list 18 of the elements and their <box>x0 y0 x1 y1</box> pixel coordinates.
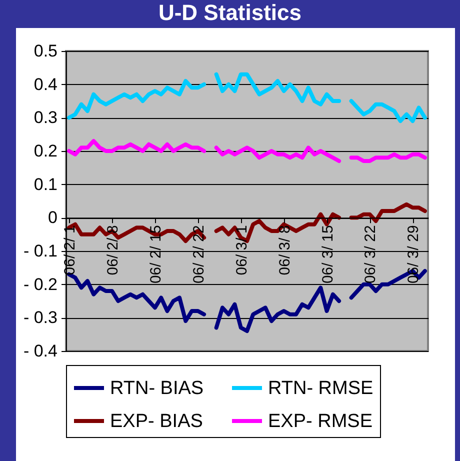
y-tick-label: - 0.2 <box>23 274 58 294</box>
x-tick-label: 06/ 3/ 1 <box>233 225 250 276</box>
x-tick-label: 06/ 2/ 8 <box>104 225 122 276</box>
y-tick-label: - 0.4 <box>23 342 58 360</box>
y-tick-label: 0.2 <box>34 142 58 160</box>
chart-title: U-D Statistics <box>157 0 303 26</box>
legend-label: RTN- RMSE <box>268 378 374 399</box>
legend-label: EXP- RMSE <box>268 411 373 432</box>
x-tick-label: 06/ 3/ 8 <box>276 225 294 276</box>
y-tick-label: 0.5 <box>34 42 58 60</box>
y-tick-label: 0.3 <box>34 108 58 128</box>
y-tick-label: 0 <box>48 208 58 228</box>
legend-label: RTN- BIAS <box>110 378 204 399</box>
y-tick-label: - 0.1 <box>23 242 58 260</box>
legend-label: EXP- BIAS <box>110 411 203 432</box>
y-tick-label: 0.4 <box>34 74 58 94</box>
y-tick-label: 0.1 <box>34 174 58 194</box>
y-tick-label: - 0.3 <box>23 308 58 328</box>
